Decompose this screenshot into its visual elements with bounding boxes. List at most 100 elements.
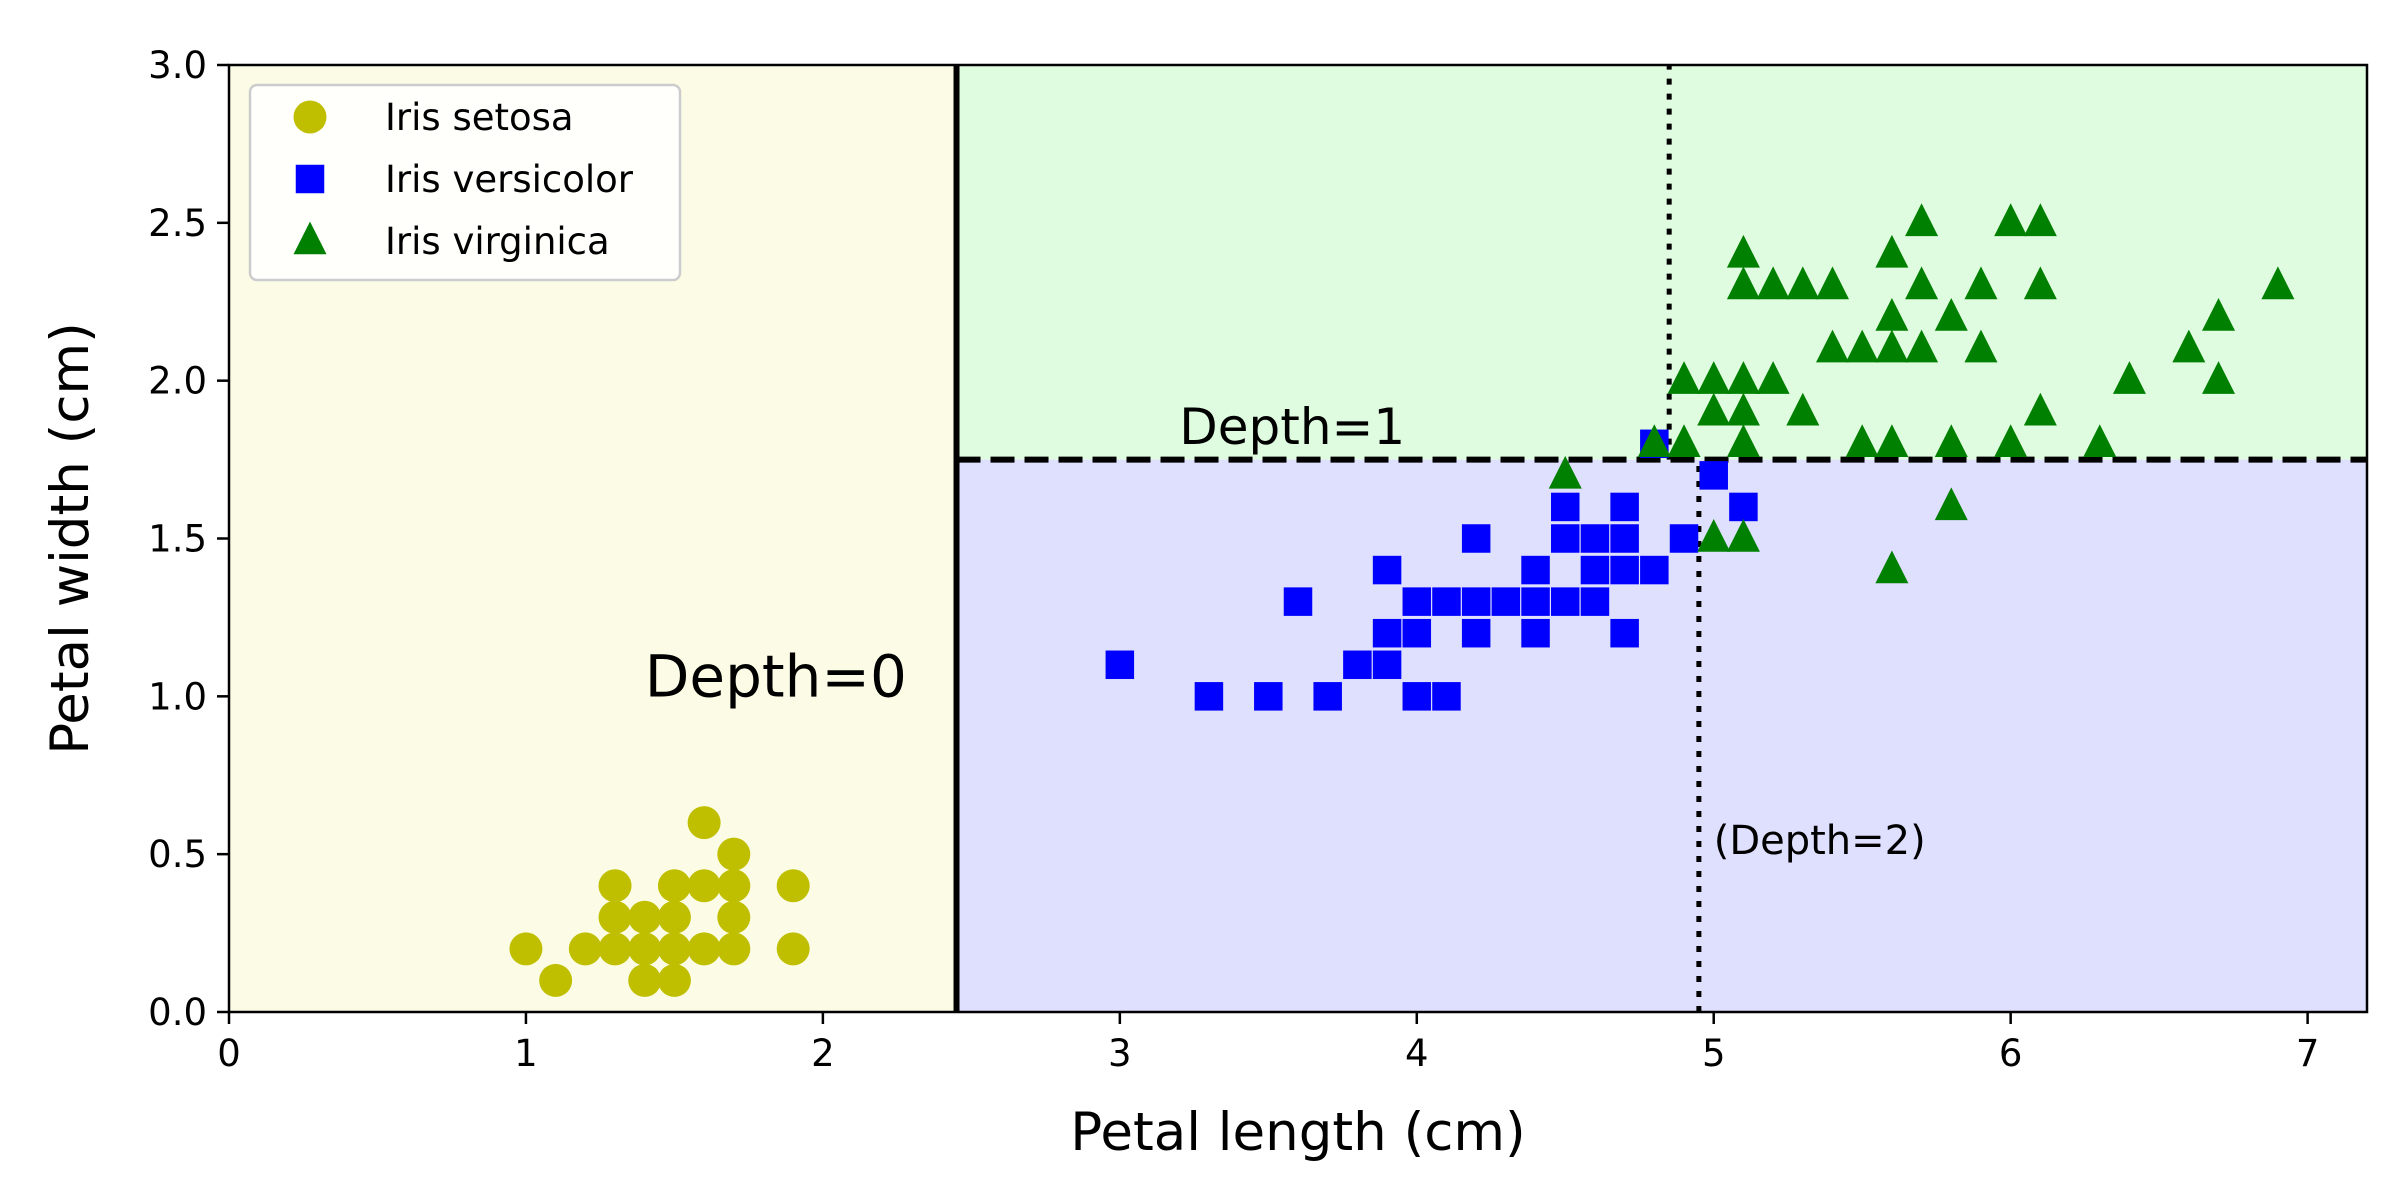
data-point-circle-14 — [687, 869, 721, 903]
data-point-triangle-44 — [2261, 266, 2295, 300]
x-tick-label: 7 — [2296, 1032, 2320, 1075]
data-point-triangle-3 — [1667, 361, 1701, 394]
data-point-square-20 — [1521, 555, 1550, 585]
data-point-circle-20 — [776, 932, 810, 966]
x-axis-ticks: 0 1 2 3 4 5 6 7 — [217, 1012, 2319, 1075]
x-tick-label: 0 — [217, 1032, 241, 1075]
annotation-small: (Depth=2) — [1714, 818, 1926, 864]
data-point-circle-6 — [628, 963, 662, 997]
y-tick-label: 2.0 — [148, 360, 207, 403]
data-point-square-9 — [1402, 682, 1432, 711]
data-point-circle-3 — [598, 932, 632, 966]
data-point-circle-8 — [628, 900, 662, 934]
data-point-circle-17 — [717, 900, 751, 934]
x-axis-label: Petal length (cm) — [1070, 1102, 1525, 1163]
series-square-group — [1105, 429, 1758, 711]
x-tick-label: 6 — [1999, 1032, 2023, 1075]
data-point-triangle-17 — [1816, 329, 1849, 363]
data-point-circle-7 — [628, 932, 662, 966]
x-tick-label: 4 — [1405, 1032, 1429, 1075]
legend-marker-circle — [293, 100, 327, 134]
data-point-square-11 — [1402, 587, 1432, 616]
data-point-triangle-9 — [1726, 392, 1760, 426]
data-point-triangle-40 — [2112, 361, 2146, 394]
data-point-circle-16 — [717, 932, 751, 966]
data-point-triangle-27 — [1905, 266, 1939, 300]
data-point-circle-5 — [598, 869, 632, 903]
x-tick-label: 1 — [514, 1032, 538, 1075]
data-point-square-22 — [1551, 524, 1580, 553]
series-circle-group — [509, 806, 810, 997]
data-point-triangle-7 — [1726, 518, 1760, 552]
y-axis-label: Petal width (cm) — [40, 322, 101, 755]
data-point-triangle-18 — [1816, 266, 1849, 300]
data-point-square-10 — [1402, 618, 1432, 648]
data-point-square-24 — [1580, 587, 1610, 616]
data-point-triangle-15 — [1786, 392, 1820, 426]
y-tick-label: 3.0 — [148, 44, 207, 87]
data-point-triangle-11 — [1726, 266, 1760, 300]
data-point-triangle-33 — [1964, 266, 1998, 300]
data-point-square-33 — [1669, 524, 1699, 553]
data-point-triangle-23 — [1875, 329, 1909, 363]
y-tick-label: 1.5 — [148, 518, 207, 561]
data-point-triangle-34 — [1994, 424, 2028, 458]
data-point-circle-12 — [657, 869, 691, 903]
data-point-triangle-20 — [1845, 329, 1879, 363]
data-point-triangle-31 — [1934, 298, 1968, 331]
data-point-circle-10 — [657, 932, 691, 966]
data-point-circle-21 — [776, 869, 810, 903]
data-point-triangle-32 — [1964, 329, 1998, 363]
data-point-square-28 — [1610, 555, 1639, 585]
data-point-triangle-4 — [1697, 518, 1731, 552]
data-point-circle-11 — [657, 900, 691, 934]
data-point-triangle-38 — [2023, 203, 2057, 237]
data-point-triangle-12 — [1726, 234, 1760, 268]
annotation-medium: Depth=1 — [1179, 398, 1405, 456]
legend-marker-square — [295, 164, 325, 194]
data-point-square-17 — [1491, 587, 1521, 616]
y-axis-ticks: 0.0 0.5 1.0 1.5 2.0 2.5 3.0 — [148, 44, 229, 1034]
data-point-triangle-24 — [1875, 298, 1909, 331]
data-point-triangle-39 — [2083, 424, 2117, 458]
data-point-square-8 — [1372, 555, 1402, 585]
data-point-square-16 — [1461, 524, 1491, 553]
data-point-square-1 — [1194, 682, 1224, 711]
y-tick-label: 1.0 — [148, 675, 207, 718]
data-point-triangle-0 — [1548, 455, 1582, 489]
data-point-circle-4 — [598, 900, 632, 934]
data-point-triangle-25 — [1875, 234, 1909, 268]
data-point-square-34 — [1699, 461, 1728, 490]
data-point-square-26 — [1580, 524, 1610, 553]
data-point-square-0 — [1105, 650, 1135, 680]
data-point-triangle-16 — [1786, 266, 1820, 300]
data-point-square-27 — [1610, 618, 1639, 648]
data-point-square-2 — [1254, 682, 1283, 711]
data-point-triangle-30 — [1934, 424, 1968, 458]
data-point-circle-19 — [717, 837, 751, 871]
data-point-square-5 — [1343, 650, 1372, 680]
data-point-square-12 — [1432, 682, 1461, 711]
data-point-square-30 — [1610, 492, 1639, 522]
data-point-triangle-41 — [2172, 329, 2206, 363]
x-tick-label: 5 — [1702, 1032, 1726, 1075]
y-tick-label: 0.5 — [148, 833, 207, 876]
data-point-triangle-10 — [1726, 361, 1760, 394]
data-point-circle-13 — [687, 932, 721, 966]
y-tick-label: 0.0 — [148, 991, 207, 1034]
data-point-circle-1 — [539, 963, 573, 997]
data-point-square-4 — [1313, 682, 1342, 711]
data-point-square-18 — [1521, 618, 1550, 648]
data-point-square-29 — [1610, 524, 1639, 553]
depth-annotations: Depth=0 Depth=1 (Depth=2) — [645, 398, 1926, 864]
data-point-square-31 — [1640, 555, 1669, 585]
x-tick-label: 2 — [811, 1032, 835, 1075]
decision-region-2 — [956, 65, 2367, 460]
data-point-triangle-28 — [1905, 203, 1939, 237]
data-point-square-35 — [1729, 492, 1758, 522]
data-point-square-6 — [1372, 650, 1402, 680]
data-point-square-19 — [1521, 587, 1550, 616]
series-triangle-group — [1548, 203, 2295, 584]
legend-label-triangle: Iris virginica — [385, 220, 610, 263]
